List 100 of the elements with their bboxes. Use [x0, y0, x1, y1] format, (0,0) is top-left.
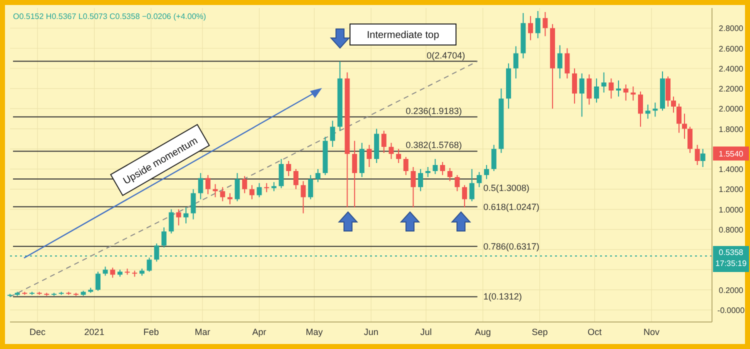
candlestick — [652, 102, 658, 118]
candlestick — [278, 158, 284, 189]
ref-line-label: 1(0.1312) — [483, 292, 522, 302]
candlestick — [300, 180, 306, 214]
candlestick — [396, 148, 402, 164]
candlestick — [256, 182, 262, 198]
candlestick — [579, 72, 584, 118]
candlestick — [535, 10, 540, 39]
candlestick — [330, 120, 336, 148]
candlestick — [403, 156, 408, 176]
candlestick — [293, 168, 298, 190]
candlestick — [700, 148, 706, 168]
candlestick — [462, 184, 468, 208]
x-tick-label: Oct — [588, 327, 602, 337]
candlestick — [528, 16, 534, 41]
candlestick — [454, 174, 460, 192]
candlestick — [688, 126, 693, 154]
y-tick-label: 2.0000 — [718, 104, 744, 114]
x-tick-label: Aug — [474, 327, 491, 337]
candlestick — [572, 68, 578, 104]
candlestick — [352, 140, 358, 208]
candlestick — [183, 206, 188, 224]
candlestick — [242, 176, 248, 194]
candlestick — [476, 172, 482, 188]
candlestick — [271, 182, 276, 192]
candlestick — [234, 172, 240, 202]
x-tick-label: Apr — [252, 327, 266, 337]
x-tick-label: Dec — [29, 327, 46, 337]
x-tick-label: Jun — [364, 327, 378, 337]
candlestick — [440, 161, 446, 176]
y-tick-label: 2.2000 — [718, 84, 744, 94]
candlestick — [168, 208, 174, 234]
candlestick — [95, 271, 100, 292]
candlestick — [616, 80, 622, 98]
candlestick — [513, 46, 518, 79]
candlestick — [671, 96, 676, 114]
candlestick — [220, 186, 226, 202]
candlestick — [190, 188, 196, 220]
ref-line-label: 0.236(1.9183) — [406, 106, 462, 116]
candlestick — [418, 168, 424, 192]
candlestick — [676, 103, 682, 134]
candlestick — [227, 192, 232, 205]
candlestick — [110, 267, 116, 278]
candlestick — [432, 158, 438, 175]
candlestick — [447, 168, 452, 182]
candlestick — [542, 12, 548, 37]
candlestick — [645, 104, 650, 120]
candlestick — [638, 91, 644, 128]
candlestick — [601, 72, 606, 94]
candlestick — [594, 78, 600, 104]
y-tick-label: 2.4000 — [718, 64, 744, 74]
candlestick — [286, 160, 292, 177]
text: 17:35:19 — [715, 259, 748, 268]
x-tick-label: Sep — [532, 327, 548, 337]
ref-line-label: 0.5358 — [718, 248, 744, 257]
x-tick-label: Feb — [143, 327, 159, 337]
candlestick — [388, 142, 394, 160]
candlestick — [308, 174, 314, 200]
candlestick — [264, 182, 270, 193]
candlestick — [608, 78, 614, 100]
candlestick — [425, 166, 430, 178]
candlestick — [212, 184, 218, 198]
candlestick — [630, 86, 636, 102]
y-tick-label: 1.2000 — [718, 185, 744, 194]
x-tick-label: May — [306, 327, 324, 337]
candlestick — [623, 84, 628, 102]
y-tick-label: 1.4000 — [718, 165, 744, 174]
candlestick — [102, 266, 108, 276]
y-tick-label: 1.8000 — [718, 124, 744, 134]
x-tick-label: 2021 — [84, 327, 104, 337]
ref-line-label: 0.5(1.3008) — [483, 183, 530, 194]
candlestick — [161, 226, 166, 248]
candlestick — [249, 184, 254, 200]
candlestick — [682, 113, 688, 140]
ref-line-label: 0(2.4704) — [426, 50, 466, 60]
candlestick — [205, 174, 210, 195]
ref-line-label: 0.618(1.0247) — [483, 202, 540, 212]
y-tick-label: -0.0000 — [717, 306, 746, 315]
candlestick — [381, 130, 386, 154]
annotation: Intermediate top — [366, 30, 440, 41]
candlestick — [586, 74, 592, 106]
candlestick — [484, 164, 490, 180]
y-tick-label: 0.2000 — [718, 286, 744, 295]
annotation: 1.5540 — [718, 150, 744, 159]
y-tick-label: 2.8000 — [718, 24, 744, 34]
x-tick-label: Jul — [420, 327, 432, 337]
y-tick-label: 1.0000 — [718, 205, 744, 214]
candlestick — [694, 144, 700, 166]
candlestick — [666, 76, 671, 108]
candlestick — [557, 44, 562, 79]
candlestick — [146, 257, 152, 272]
candlestick — [366, 144, 372, 168]
y-tick-label: 0.8000 — [718, 225, 744, 234]
candlestick — [491, 144, 496, 172]
candlestick — [469, 168, 474, 202]
x-tick-label: Mar — [194, 327, 210, 337]
candlestick — [176, 208, 182, 226]
ref-line-label: 0.382(1.5768) — [406, 140, 462, 150]
y-tick-label: 2.6000 — [718, 44, 744, 54]
annotation: O0.5152 H0.5367 L0.5073 C0.5358 −0.0206 (+4.00%) — [13, 12, 206, 21]
